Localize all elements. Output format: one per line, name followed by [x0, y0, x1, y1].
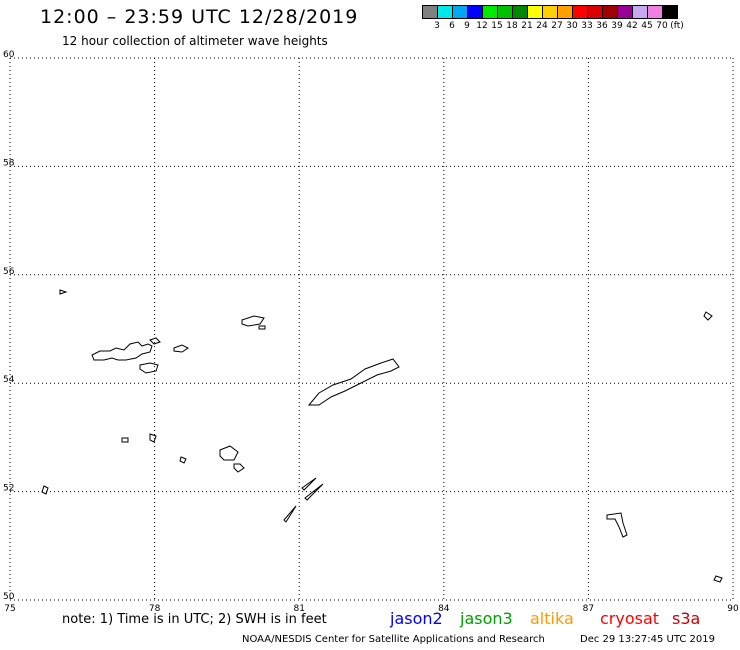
colorbar-label: 39 — [611, 21, 623, 31]
coast-shape — [304, 483, 324, 501]
y-tick-label: 54 — [3, 375, 15, 385]
colorbar-label: 36 — [596, 21, 608, 31]
x-tick-labels: 75 78 81 84 87 90 — [4, 604, 739, 614]
y-tick-label: 50 — [3, 592, 15, 602]
colorbar-label: 30 — [566, 21, 578, 31]
y-tick-labels: 50 52 54 56 58 60 — [3, 50, 15, 602]
coast-shape — [179, 456, 187, 464]
colorbar-label: 45 — [641, 21, 653, 31]
satellite-label: cryosat — [600, 609, 660, 628]
coast-shape — [149, 433, 157, 443]
colorbar-label: 24 — [536, 21, 548, 31]
coast-shape — [258, 325, 266, 330]
colorbar-legend — [422, 5, 678, 19]
coast-shape — [41, 485, 49, 495]
x-tick-label: 90 — [727, 604, 739, 614]
footer-timestamp: Dec 29 13:27:45 UTC 2019 — [580, 634, 715, 645]
chart-title: 12:00 – 23:59 UTC 12/28/2019 — [40, 6, 359, 28]
colorbar-label: 9 — [464, 21, 470, 31]
colorbar-label: 42 — [626, 21, 638, 31]
colorbar-swatch — [662, 5, 678, 19]
x-tick-label: 78 — [149, 604, 161, 614]
colorbar-label: 6 — [449, 21, 455, 31]
y-tick-label: 58 — [3, 158, 15, 168]
colorbar-label: 18 — [506, 21, 518, 31]
coast-shape — [703, 311, 713, 321]
coast-shape — [121, 437, 129, 443]
y-tick-label: 56 — [3, 267, 15, 277]
coast-shape — [219, 445, 239, 461]
coast-shape — [149, 337, 161, 345]
coast-shape — [233, 463, 245, 473]
coast-shape — [59, 289, 68, 295]
x-tick-label: 87 — [583, 604, 594, 614]
satellite-label: jason3 — [460, 609, 513, 628]
colorbar-label: 3 — [434, 21, 440, 31]
satellite-label: jason2 — [390, 609, 443, 628]
chart-subtitle: 12 hour collection of altimeter wave hei… — [62, 34, 328, 48]
coast-shape — [283, 505, 297, 523]
coast-shape — [301, 477, 317, 491]
satellite-label: altika — [530, 609, 574, 628]
footer-note: note: 1) Time is in UTC; 2) SWH is in fe… — [62, 612, 327, 627]
x-tick-label: 84 — [438, 604, 450, 614]
coast-shape — [713, 575, 723, 583]
colorbar-label: (ft) — [670, 21, 684, 31]
y-tick-label: 60 — [3, 50, 15, 60]
coast-shape — [241, 315, 265, 327]
coast-shape — [307, 358, 400, 406]
coast-shape — [606, 512, 628, 538]
y-tick-label: 52 — [3, 484, 14, 494]
colorbar-label: 33 — [581, 21, 593, 31]
coast-shape — [173, 344, 189, 353]
colorbar-label: 12 — [476, 21, 488, 31]
colorbar-label: 27 — [551, 21, 563, 31]
grid-lines — [9, 57, 734, 601]
colorbar-label: 15 — [491, 21, 503, 31]
colorbar-label: 21 — [521, 21, 533, 31]
colorbar-label: 70 — [656, 21, 668, 31]
footer-credit: NOAA/NESDIS Center for Satellite Applica… — [242, 634, 545, 645]
coast-shape — [91, 341, 153, 361]
satellite-label: s3a — [672, 609, 701, 628]
x-tick-label: 75 — [4, 604, 15, 614]
x-tick-label: 81 — [293, 604, 304, 614]
coast-shape — [139, 362, 159, 374]
coastline-contours — [41, 289, 723, 583]
